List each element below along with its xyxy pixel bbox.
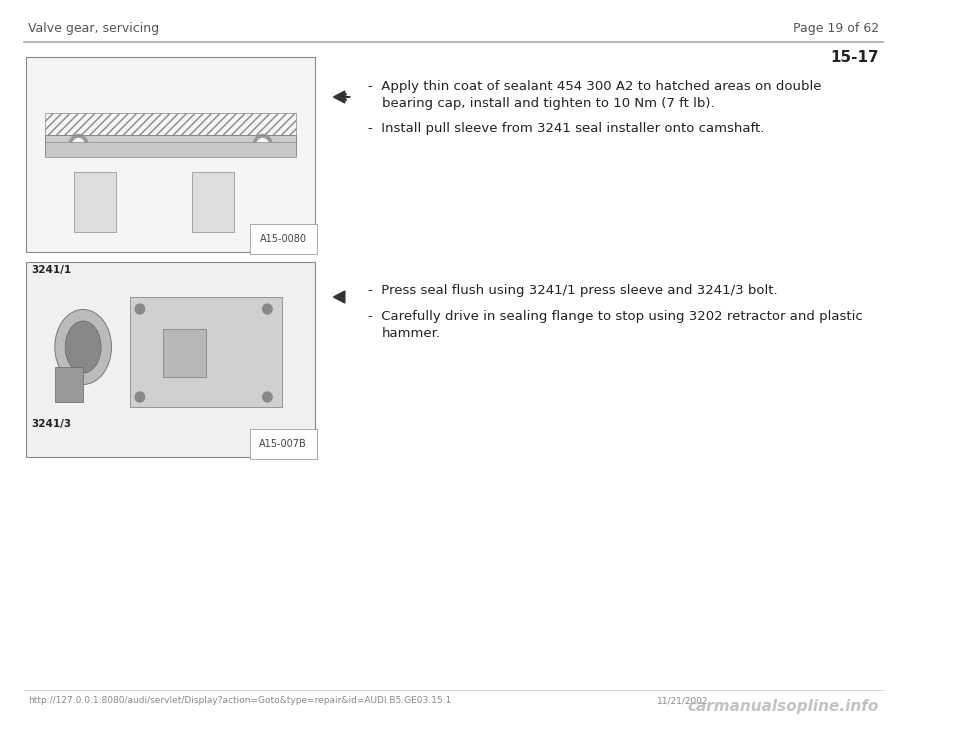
Circle shape (263, 392, 272, 402)
Bar (74, 172, 116, 232)
Text: 11/21/2002: 11/21/2002 (657, 696, 708, 705)
Bar (27, 262, 315, 457)
Text: 3241/3: 3241/3 (31, 419, 71, 429)
Text: A15-007B: A15-007B (259, 439, 307, 449)
Polygon shape (333, 291, 345, 303)
Circle shape (69, 134, 88, 154)
Text: 15-17: 15-17 (830, 50, 878, 65)
Text: -  Apply thin coat of sealant 454 300 A2 to hatched areas on double: - Apply thin coat of sealant 454 300 A2 … (369, 80, 822, 93)
Bar (45, 113, 296, 134)
Circle shape (257, 139, 269, 151)
Circle shape (135, 392, 145, 402)
Ellipse shape (65, 321, 101, 373)
Text: A15-0080: A15-0080 (260, 234, 307, 244)
Bar (55, 367, 84, 402)
Text: http://127.0.0.1:8080/audi/servlet/Display?action=Goto&type=repair&id=AUDI.B5.GE: http://127.0.0.1:8080/audi/servlet/Displ… (29, 696, 451, 705)
Text: carmanualsopline.info: carmanualsopline.info (687, 699, 878, 714)
Bar (163, 329, 206, 377)
Text: Page 19 of 62: Page 19 of 62 (793, 22, 878, 35)
Text: hammer.: hammer. (382, 327, 441, 340)
Text: Valve gear, servicing: Valve gear, servicing (29, 22, 159, 35)
Ellipse shape (55, 309, 111, 384)
Circle shape (263, 304, 272, 314)
Bar (192, 172, 234, 232)
Polygon shape (333, 91, 345, 103)
Text: 3241/1: 3241/1 (31, 265, 71, 275)
Bar (27, 57, 315, 252)
Text: -  Press seal flush using 3241/1 press sleeve and 3241/3 bolt.: - Press seal flush using 3241/1 press sl… (369, 284, 779, 297)
Text: -  Carefully drive in sealing flange to stop using 3202 retractor and plastic: - Carefully drive in sealing flange to s… (369, 310, 863, 323)
Circle shape (73, 139, 84, 151)
Bar (45, 142, 296, 157)
Circle shape (135, 304, 145, 314)
Circle shape (253, 134, 272, 154)
Bar (131, 297, 281, 407)
Bar (45, 134, 296, 154)
Text: bearing cap, install and tighten to 10 Nm (7 ft lb).: bearing cap, install and tighten to 10 N… (382, 97, 714, 110)
Text: -  Install pull sleeve from 3241 seal installer onto camshaft.: - Install pull sleeve from 3241 seal ins… (369, 122, 765, 135)
